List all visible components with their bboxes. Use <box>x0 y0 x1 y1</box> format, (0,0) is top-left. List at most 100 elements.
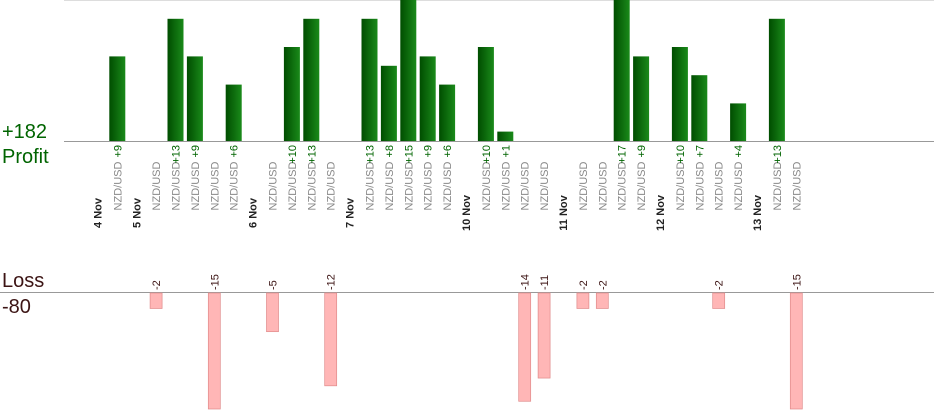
loss-bar <box>576 292 590 309</box>
profit-value-label: +6 <box>229 145 241 158</box>
profit-bar <box>380 65 397 141</box>
loss-value-label: -2 <box>151 280 163 290</box>
loss-bar <box>595 292 609 309</box>
profit-total: +182 <box>2 121 47 143</box>
pair-tick-label: NZD/USD <box>306 162 318 211</box>
loss-value-label: -15 <box>209 274 221 290</box>
profit-value-label: +13 <box>306 145 318 164</box>
date-tick-label: 11 Nov <box>558 194 570 230</box>
profit-bar <box>283 47 300 141</box>
profit-bar <box>109 56 126 141</box>
profit-bar <box>186 56 203 141</box>
profit-value-label: +10 <box>675 145 687 164</box>
pair-tick-label: NZD/USD <box>714 162 726 211</box>
date-tick-label: 13 Nov <box>752 194 764 231</box>
profit-bar <box>691 75 708 141</box>
pair-tick-label: NZD/USD <box>500 162 512 211</box>
loss-bar <box>266 292 279 333</box>
profit-bar <box>303 18 320 141</box>
profit-value-label: +9 <box>112 145 124 158</box>
pair-tick-label: NZD/USD <box>287 162 299 211</box>
profit-label: Profit <box>2 146 49 168</box>
loss-bar <box>207 292 221 410</box>
profit-value-label: +10 <box>481 145 493 164</box>
loss-bar <box>324 292 338 387</box>
profit-value-label: +7 <box>694 145 706 158</box>
pair-tick-label: NZD/USD <box>384 162 396 211</box>
pair-tick-label: NZD/USD <box>617 162 629 211</box>
loss-bar <box>537 292 551 379</box>
profit-value-label: +13 <box>171 145 183 164</box>
profit-value-label: +8 <box>384 145 396 158</box>
date-tick-label: 6 Nov <box>248 197 260 228</box>
profit-value-label: +4 <box>733 145 745 158</box>
profit-bar <box>730 103 747 141</box>
profit-bar <box>768 18 785 141</box>
profit-bar <box>225 84 242 141</box>
profit-bar <box>361 18 378 141</box>
loss-label: Loss <box>2 270 44 292</box>
profit-value-label: +9 <box>423 145 435 158</box>
profit-value-label: +13 <box>772 145 784 164</box>
pair-tick-label: NZD/USD <box>539 162 551 211</box>
pair-tick-label: NZD/USD <box>597 162 609 211</box>
pair-tick-label: NZD/USD <box>151 162 163 211</box>
pair-tick-label: NZD/USD <box>171 162 183 211</box>
loss-bar <box>789 292 803 410</box>
profit-value-label: +6 <box>442 145 454 158</box>
loss-value-label: -12 <box>326 274 338 290</box>
profit-value-label: +17 <box>617 145 629 164</box>
date-tick-label: 5 Nov <box>131 197 143 228</box>
pair-tick-label: NZD/USD <box>229 162 241 211</box>
profit-bar <box>613 0 630 142</box>
profit-bar <box>400 0 417 141</box>
loss-total: -80 <box>2 296 31 318</box>
pair-tick-label: NZD/USD <box>733 162 745 211</box>
profit-bar <box>671 47 688 141</box>
pair-tick-label: NZD/USD <box>578 162 590 211</box>
profit-value-label: +9 <box>636 145 648 158</box>
pair-tick-label: NZD/USD <box>772 162 784 211</box>
loss-bar <box>149 292 163 309</box>
loss-value-label: -2 <box>578 280 590 290</box>
pair-tick-label: NZD/USD <box>520 162 532 211</box>
pair-tick-label: NZD/USD <box>636 162 648 211</box>
pair-tick-label: NZD/USD <box>675 162 687 211</box>
date-tick-label: 10 Nov <box>461 194 473 231</box>
profit-bar <box>477 47 494 141</box>
profit-value-label: +1 <box>500 145 512 158</box>
pair-tick-label: NZD/USD <box>326 162 338 211</box>
profit-value-label: +10 <box>287 145 299 164</box>
loss-bar <box>712 292 726 309</box>
loss-bar <box>518 292 532 402</box>
loss-value-label: -11 <box>539 275 551 290</box>
loss-value-label: -15 <box>791 274 803 290</box>
pair-tick-label: NZD/USD <box>209 162 221 211</box>
profit-bar <box>167 18 184 141</box>
profit-bar <box>439 84 456 141</box>
profit-bar <box>633 56 650 141</box>
loss-value-label: -5 <box>268 280 280 290</box>
date-tick-label: 4 Nov <box>93 197 105 228</box>
loss-value-label: -14 <box>520 274 532 290</box>
profit-value-label: +15 <box>403 145 415 164</box>
date-tick-label: 12 Nov <box>655 194 667 231</box>
pair-tick-label: NZD/USD <box>403 162 415 211</box>
loss-value-label: -2 <box>714 280 726 290</box>
profit-bar <box>419 56 436 141</box>
profit-value-label: +9 <box>190 145 202 158</box>
pair-tick-label: NZD/USD <box>268 162 280 211</box>
pair-tick-label: NZD/USD <box>791 162 803 211</box>
pair-tick-label: NZD/USD <box>442 162 454 211</box>
pair-tick-label: NZD/USD <box>481 162 493 211</box>
pair-tick-label: NZD/USD <box>423 162 435 211</box>
profit-bar <box>497 131 514 141</box>
pair-tick-label: NZD/USD <box>365 162 377 211</box>
bar-series <box>109 0 803 410</box>
loss-value-label: -2 <box>597 280 609 290</box>
profit-axis <box>64 0 934 142</box>
pair-tick-label: NZD/USD <box>112 162 124 211</box>
profit-value-label: +13 <box>365 145 377 164</box>
